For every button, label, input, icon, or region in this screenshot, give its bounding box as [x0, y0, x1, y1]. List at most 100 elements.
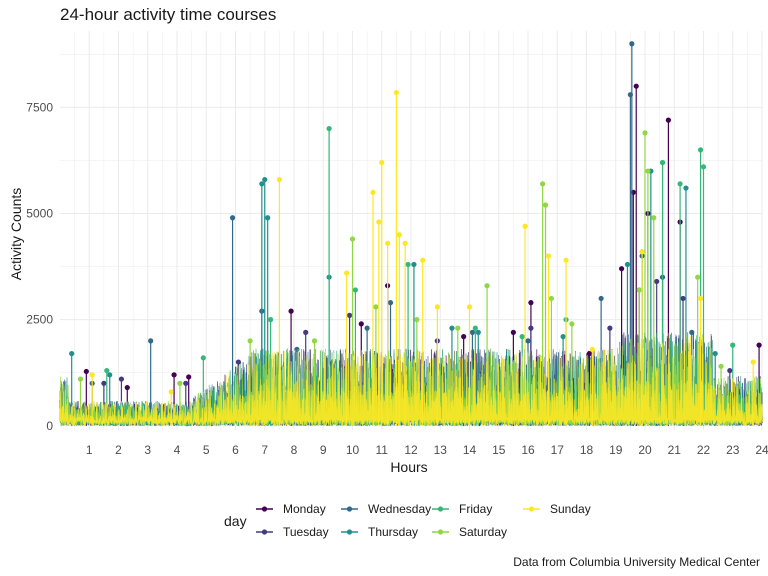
data-point: [659, 159, 666, 166]
data-point: [171, 372, 177, 378]
data-point: [101, 380, 107, 386]
data-point: [522, 223, 528, 229]
y-axis-title: Activity Counts: [8, 188, 24, 281]
legend-swatch-point: [346, 506, 353, 512]
legend-item-sunday: Sunday: [523, 502, 591, 516]
x-tick-label: 20: [638, 443, 652, 457]
x-tick-label: 7: [261, 443, 268, 457]
data-point: [455, 325, 461, 331]
data-point: [718, 363, 724, 369]
x-tick-label: 6: [232, 443, 239, 457]
data-point: [89, 372, 95, 378]
data-point: [288, 308, 294, 314]
legend-item-thursday: Thursday: [341, 525, 418, 539]
data-point: [683, 185, 689, 191]
x-tick-label: 8: [291, 443, 298, 457]
data-point: [376, 219, 382, 225]
data-point: [727, 367, 733, 374]
data-point: [358, 321, 364, 327]
data-point: [420, 257, 426, 263]
x-tick-label: 10: [346, 443, 360, 457]
data-point: [697, 147, 704, 153]
data-point: [344, 270, 350, 276]
data-point: [589, 346, 595, 352]
data-point: [177, 380, 183, 386]
data-point: [268, 317, 274, 323]
legend: day Monday Wednesday Friday Sunday Tuesday Thu…: [224, 502, 591, 539]
data-point: [654, 278, 660, 285]
x-tick-label: 22: [697, 443, 711, 457]
x-tick-label: 19: [609, 443, 623, 457]
data-point: [346, 312, 353, 318]
data-point: [168, 389, 174, 395]
data-point: [560, 334, 566, 340]
data-point: [484, 283, 490, 289]
data-point: [636, 287, 642, 293]
data-point: [619, 266, 625, 272]
chart-title: 24-hour activity time courses: [60, 5, 277, 24]
data-point: [449, 325, 455, 331]
legend-swatch-point: [261, 506, 268, 512]
legend-swatch-point: [437, 529, 444, 535]
data-point: [730, 342, 736, 348]
data-point: [540, 181, 546, 187]
legend-item-saturday: Saturday: [432, 525, 507, 539]
x-tick-label: 21: [668, 443, 682, 457]
data-point: [104, 367, 110, 374]
data-point: [373, 304, 379, 310]
data-point: [265, 215, 271, 221]
data-point: [186, 374, 192, 380]
data-point: [750, 359, 756, 365]
data-point: [607, 325, 613, 331]
legend-title: day: [224, 513, 247, 529]
data-point: [118, 376, 125, 382]
x-tick-label: 16: [521, 443, 535, 457]
x-tick-label: 18: [580, 443, 594, 457]
x-tick-label: 9: [320, 443, 327, 457]
x-tick-label: 11: [376, 443, 389, 457]
data-point: [680, 295, 686, 302]
data-point: [387, 300, 394, 306]
data-point: [598, 295, 604, 302]
data-point: [107, 372, 113, 378]
data-point: [469, 329, 476, 335]
legend-label: Thursday: [368, 525, 418, 539]
series-layer: [59, 41, 763, 427]
data-point: [545, 253, 552, 259]
data-point: [569, 321, 575, 327]
data-point: [434, 304, 440, 310]
data-point: [756, 342, 762, 348]
data-point: [700, 164, 707, 170]
data-point: [651, 215, 657, 221]
chart-caption: Data from Columbia University Medical Ce…: [513, 555, 760, 569]
data-point: [402, 240, 408, 246]
data-point: [276, 176, 282, 183]
legend-label: Monday: [283, 502, 326, 516]
x-tick-label: 5: [203, 443, 210, 457]
data-point: [466, 304, 473, 310]
data-point: [69, 350, 75, 357]
data-point: [639, 249, 645, 255]
data-point: [563, 257, 569, 263]
data-point: [528, 300, 534, 306]
data-point: [697, 295, 704, 302]
axes: 1 2 3 4 5 6 7 8 9 10 11 12 13 14 15 16 17 18 19 20 21 22 23 240…: [26, 100, 768, 457]
x-axis-title: Hours: [390, 459, 427, 475]
data-point: [326, 126, 332, 132]
data-point: [510, 329, 516, 335]
x-tick-label: 23: [726, 443, 740, 457]
data-point: [414, 317, 420, 323]
x-tick-label: 13: [434, 443, 448, 457]
data-point: [124, 384, 130, 391]
data-point: [542, 202, 549, 208]
data-point: [629, 41, 635, 47]
legend-item-tuesday: Tuesday: [256, 525, 329, 539]
series-line: [59, 332, 763, 427]
data-point: [586, 350, 593, 357]
data-point: [385, 240, 391, 246]
data-point: [689, 329, 695, 335]
x-tick-label: 24: [755, 443, 768, 457]
series-sunday: [59, 89, 763, 427]
data-point: [311, 338, 318, 344]
